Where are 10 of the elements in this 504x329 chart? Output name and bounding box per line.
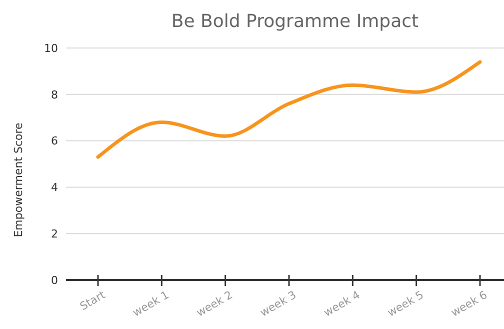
y-tick-label: 0: [51, 274, 58, 287]
y-tick-label: 6: [51, 134, 58, 148]
chart-title: Be Bold Programme Impact: [171, 11, 419, 32]
line-series: [96, 60, 482, 159]
y-tick-label: 4: [51, 181, 58, 194]
y-tick-label: 2: [51, 228, 58, 241]
y-tick-label: 10: [44, 42, 58, 55]
y-axis-title: Empowerment Score: [12, 122, 25, 238]
x-tick-label: Start: [78, 288, 108, 314]
y-tick-label: 8: [51, 88, 58, 102]
